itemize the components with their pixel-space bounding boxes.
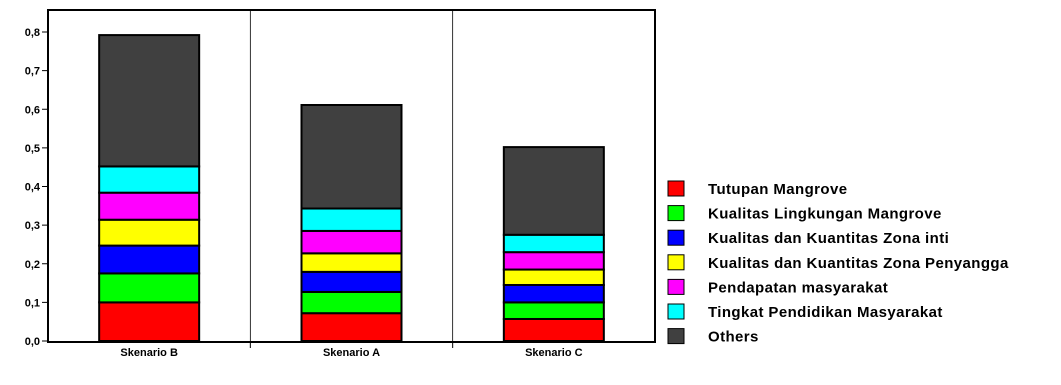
bar-segment [300, 252, 403, 273]
bar-segment [502, 233, 605, 254]
legend-swatch [667, 278, 685, 295]
legend-label: Kualitas dan Kuantitas Zona Penyangga [708, 255, 1009, 272]
y-tick-label: 0,8 [25, 27, 40, 39]
bar-segment [502, 268, 605, 286]
y-tick-label: 0,2 [25, 259, 40, 271]
bar-segment [98, 218, 201, 247]
bar-segment [98, 191, 201, 221]
legend-label: Pendapatan masyarakat [708, 279, 888, 296]
bar-segment [300, 229, 403, 255]
legend-swatch [667, 303, 685, 320]
bar-segment [300, 312, 403, 343]
bar-segment [300, 270, 403, 293]
bar-segment [300, 290, 403, 315]
x-tick-label: Skenario B [120, 347, 178, 359]
x-axis: Skenario B Skenario A Skenario C [120, 342, 583, 359]
x-tick-label: Skenario A [323, 347, 380, 359]
bar-segment [502, 251, 605, 271]
bars-group [98, 34, 605, 343]
y-tick-label: 0,3 [25, 220, 40, 232]
bar-segment [502, 301, 605, 320]
bar-segment [502, 283, 605, 304]
legend-swatch [667, 229, 685, 246]
legend-label: Kualitas Lingkungan Mangrove [708, 206, 942, 223]
legend-label: Kualitas dan Kuantitas Zona inti [708, 230, 949, 247]
bar-segment [98, 34, 201, 168]
y-axis: 0,0 0,1 0,2 0,3 0,4 0,5 0,6 0,7 0,8 [25, 27, 48, 348]
bar-segment [502, 317, 605, 343]
y-tick-label: 0,4 [25, 182, 41, 194]
legend-swatch [667, 180, 685, 197]
y-tick-label: 0,6 [25, 104, 40, 116]
bar-segment [98, 244, 201, 275]
y-tick-label: 0,7 [25, 66, 40, 78]
vertical-gridlines [249, 10, 454, 342]
y-tick-label: 0,5 [25, 143, 40, 155]
legend-swatch [667, 328, 685, 345]
legend-label: Others [708, 329, 759, 346]
legend-swatch [667, 254, 685, 271]
y-tick-label: 0,0 [25, 336, 40, 348]
bar-segment [98, 301, 201, 342]
x-tick-label: Skenario C [525, 347, 583, 359]
legend: Tutupan Mangrove Kualitas Lingkungan Mang… [667, 180, 1009, 346]
bar-segment [98, 165, 201, 194]
bar-segment [300, 207, 403, 232]
legend-label: Tingkat Pendidikan Masyarakat [708, 304, 943, 321]
y-tick-label: 0,1 [25, 297, 40, 309]
legend-swatch [667, 205, 685, 222]
bar-segment [300, 104, 403, 210]
bar-segment [98, 272, 201, 304]
legend-label: Tutupan Mangrove [708, 181, 847, 198]
bar-segment [502, 146, 605, 236]
